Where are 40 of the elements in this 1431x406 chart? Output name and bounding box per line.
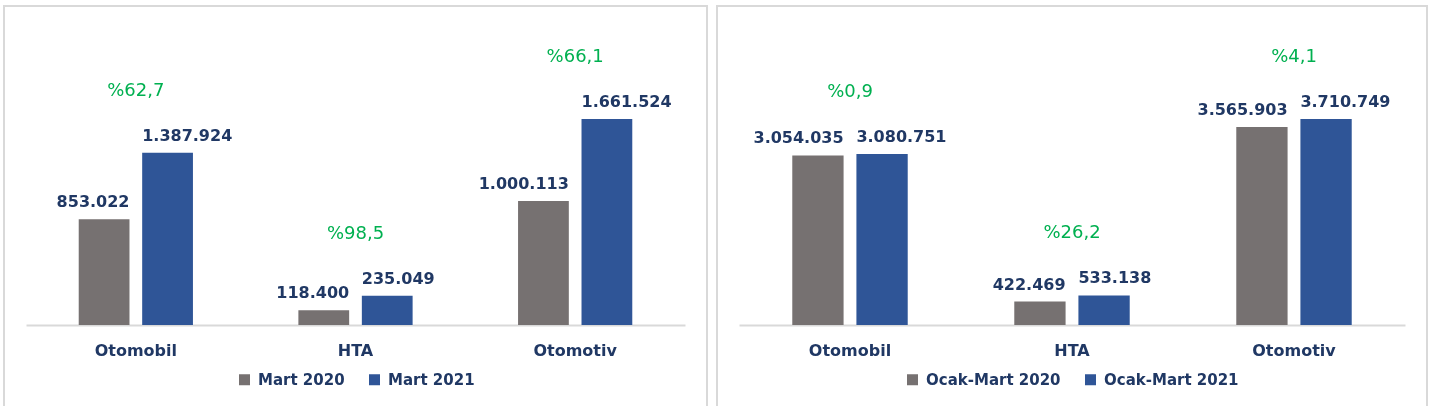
text: %4,1 bbox=[1271, 44, 1317, 66]
data-label: 235.049 bbox=[361, 268, 435, 288]
bar bbox=[1014, 301, 1066, 325]
data-label: 533.138 bbox=[1078, 268, 1152, 288]
bar bbox=[361, 295, 413, 325]
legend-label: Mart 2021 bbox=[388, 370, 475, 389]
text: %62,7 bbox=[107, 78, 165, 100]
data-label: 1.000.113 bbox=[478, 173, 569, 193]
data-label: 3.710.749 bbox=[1300, 91, 1391, 111]
bar bbox=[518, 200, 569, 325]
x-tick-label: Otomobil bbox=[808, 340, 892, 360]
data-label: 1.387.924 bbox=[142, 125, 233, 145]
bar bbox=[856, 153, 908, 325]
data-label: 118.400 bbox=[276, 283, 350, 303]
bar bbox=[581, 118, 633, 325]
legend-label: Ocak-Mart 2020 bbox=[926, 370, 1061, 389]
bar bbox=[1300, 118, 1352, 325]
data-label: 853.022 bbox=[56, 192, 130, 212]
legend-label: Ocak-Mart 2021 bbox=[1104, 370, 1239, 389]
bar bbox=[792, 155, 844, 325]
bar bbox=[298, 310, 350, 325]
x-tick-label: Otomotiv bbox=[1252, 340, 1337, 360]
data-label: 3.565.903 bbox=[1197, 99, 1288, 119]
bar bbox=[142, 152, 193, 325]
data-label: 422.469 bbox=[992, 274, 1066, 294]
text: %66,1 bbox=[546, 44, 604, 66]
x-tick-label: Otomobil bbox=[94, 340, 177, 360]
x-tick-label: HTA bbox=[1054, 340, 1091, 360]
legend-label: Mart 2020 bbox=[258, 370, 345, 389]
annotation: %26,2 bbox=[1043, 221, 1101, 243]
data-label: 3.080.751 bbox=[856, 126, 947, 146]
text: %0,9 bbox=[827, 79, 873, 101]
x-tick-label: Otomotiv bbox=[533, 340, 618, 360]
bar bbox=[1236, 126, 1288, 325]
x-tick-label: HTA bbox=[337, 340, 374, 360]
annotation: %98,5 bbox=[326, 221, 385, 243]
data-label: 1.661.524 bbox=[581, 91, 672, 111]
data-label: 3.054.035 bbox=[753, 128, 844, 148]
bar bbox=[1078, 295, 1130, 325]
bar bbox=[78, 219, 130, 325]
